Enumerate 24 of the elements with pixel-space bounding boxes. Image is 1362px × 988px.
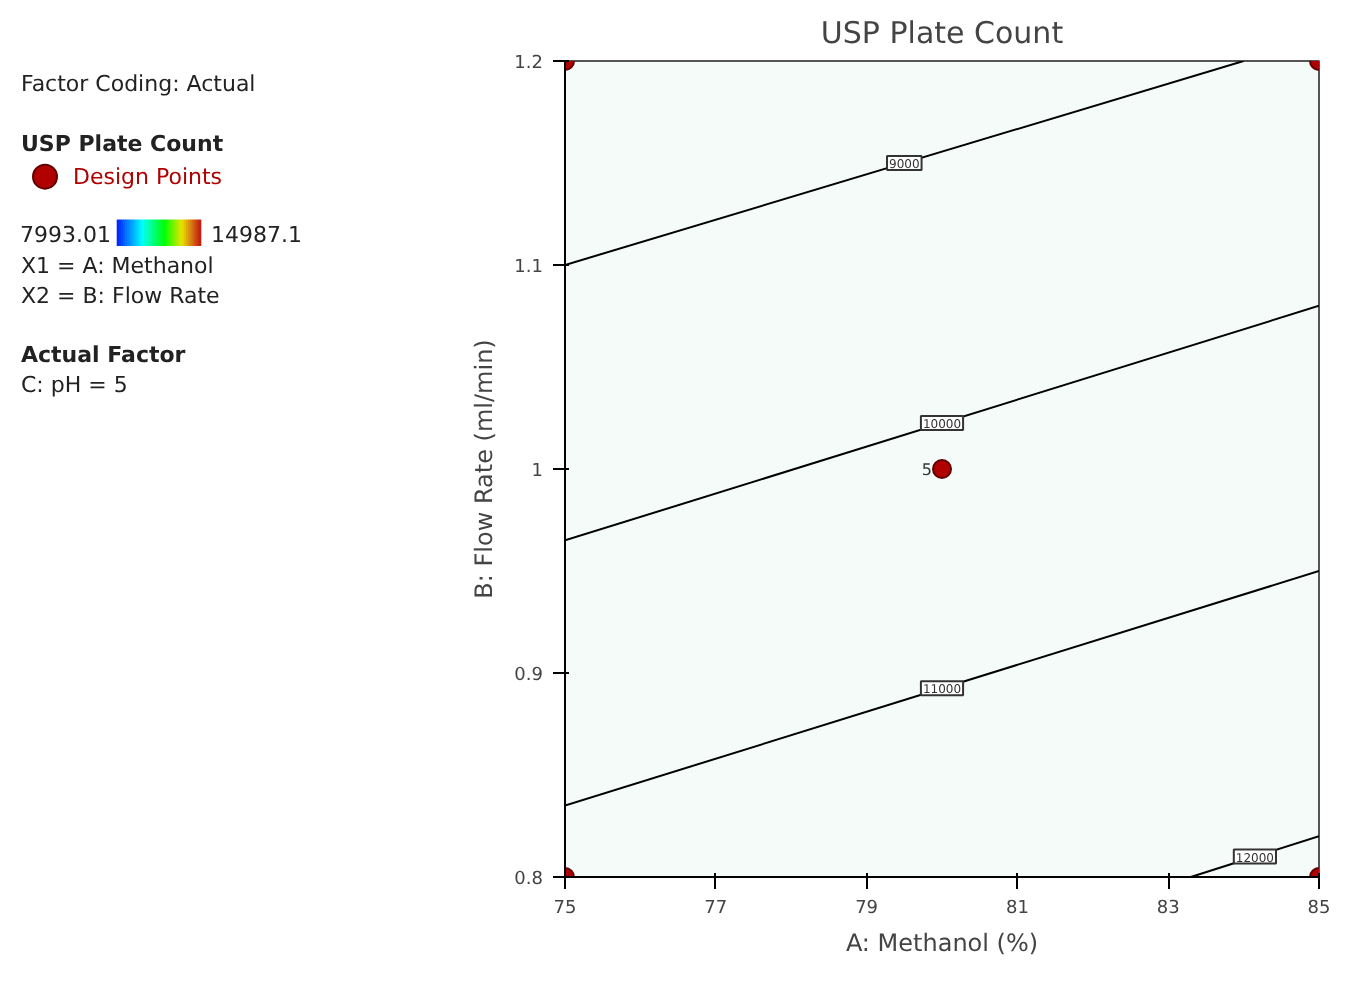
legend-title: USP Plate Count [21, 130, 224, 157]
y-tick-label: 1.1 [514, 258, 544, 278]
annotation: 5 [921, 461, 933, 479]
x-tick-label: 79 [855, 899, 879, 919]
x-tick-label: 85 [1307, 899, 1331, 919]
x-tick-label: 81 [1005, 899, 1029, 919]
text: X2 = B: Flow Rate [21, 282, 221, 309]
text: 7993.01 [20, 221, 112, 248]
y-tick-label: 0.9 [514, 666, 544, 686]
y-tick-label: 0.8 [514, 870, 544, 890]
x-tick-label: 83 [1156, 899, 1180, 919]
legend-label: Design Points [73, 163, 223, 190]
x-tick-label: 75 [553, 899, 577, 919]
x-axis-title: A: Methanol (%) [845, 929, 1039, 957]
text: X1 = A: Methanol [21, 252, 214, 279]
text: C: pH = 5 [21, 371, 128, 398]
chart-title: USP Plate Count [820, 15, 1064, 51]
y-tick-label: 1.2 [514, 54, 544, 74]
y-tick-label: 1 [531, 462, 544, 482]
x-tick-label: 77 [704, 899, 728, 919]
text: 14987.1 [211, 221, 302, 248]
text: Factor Coding: Actual [21, 71, 256, 98]
text: Actual Factor [21, 342, 187, 369]
y-axis-title: B: Flow Rate (ml/min) [470, 339, 499, 599]
